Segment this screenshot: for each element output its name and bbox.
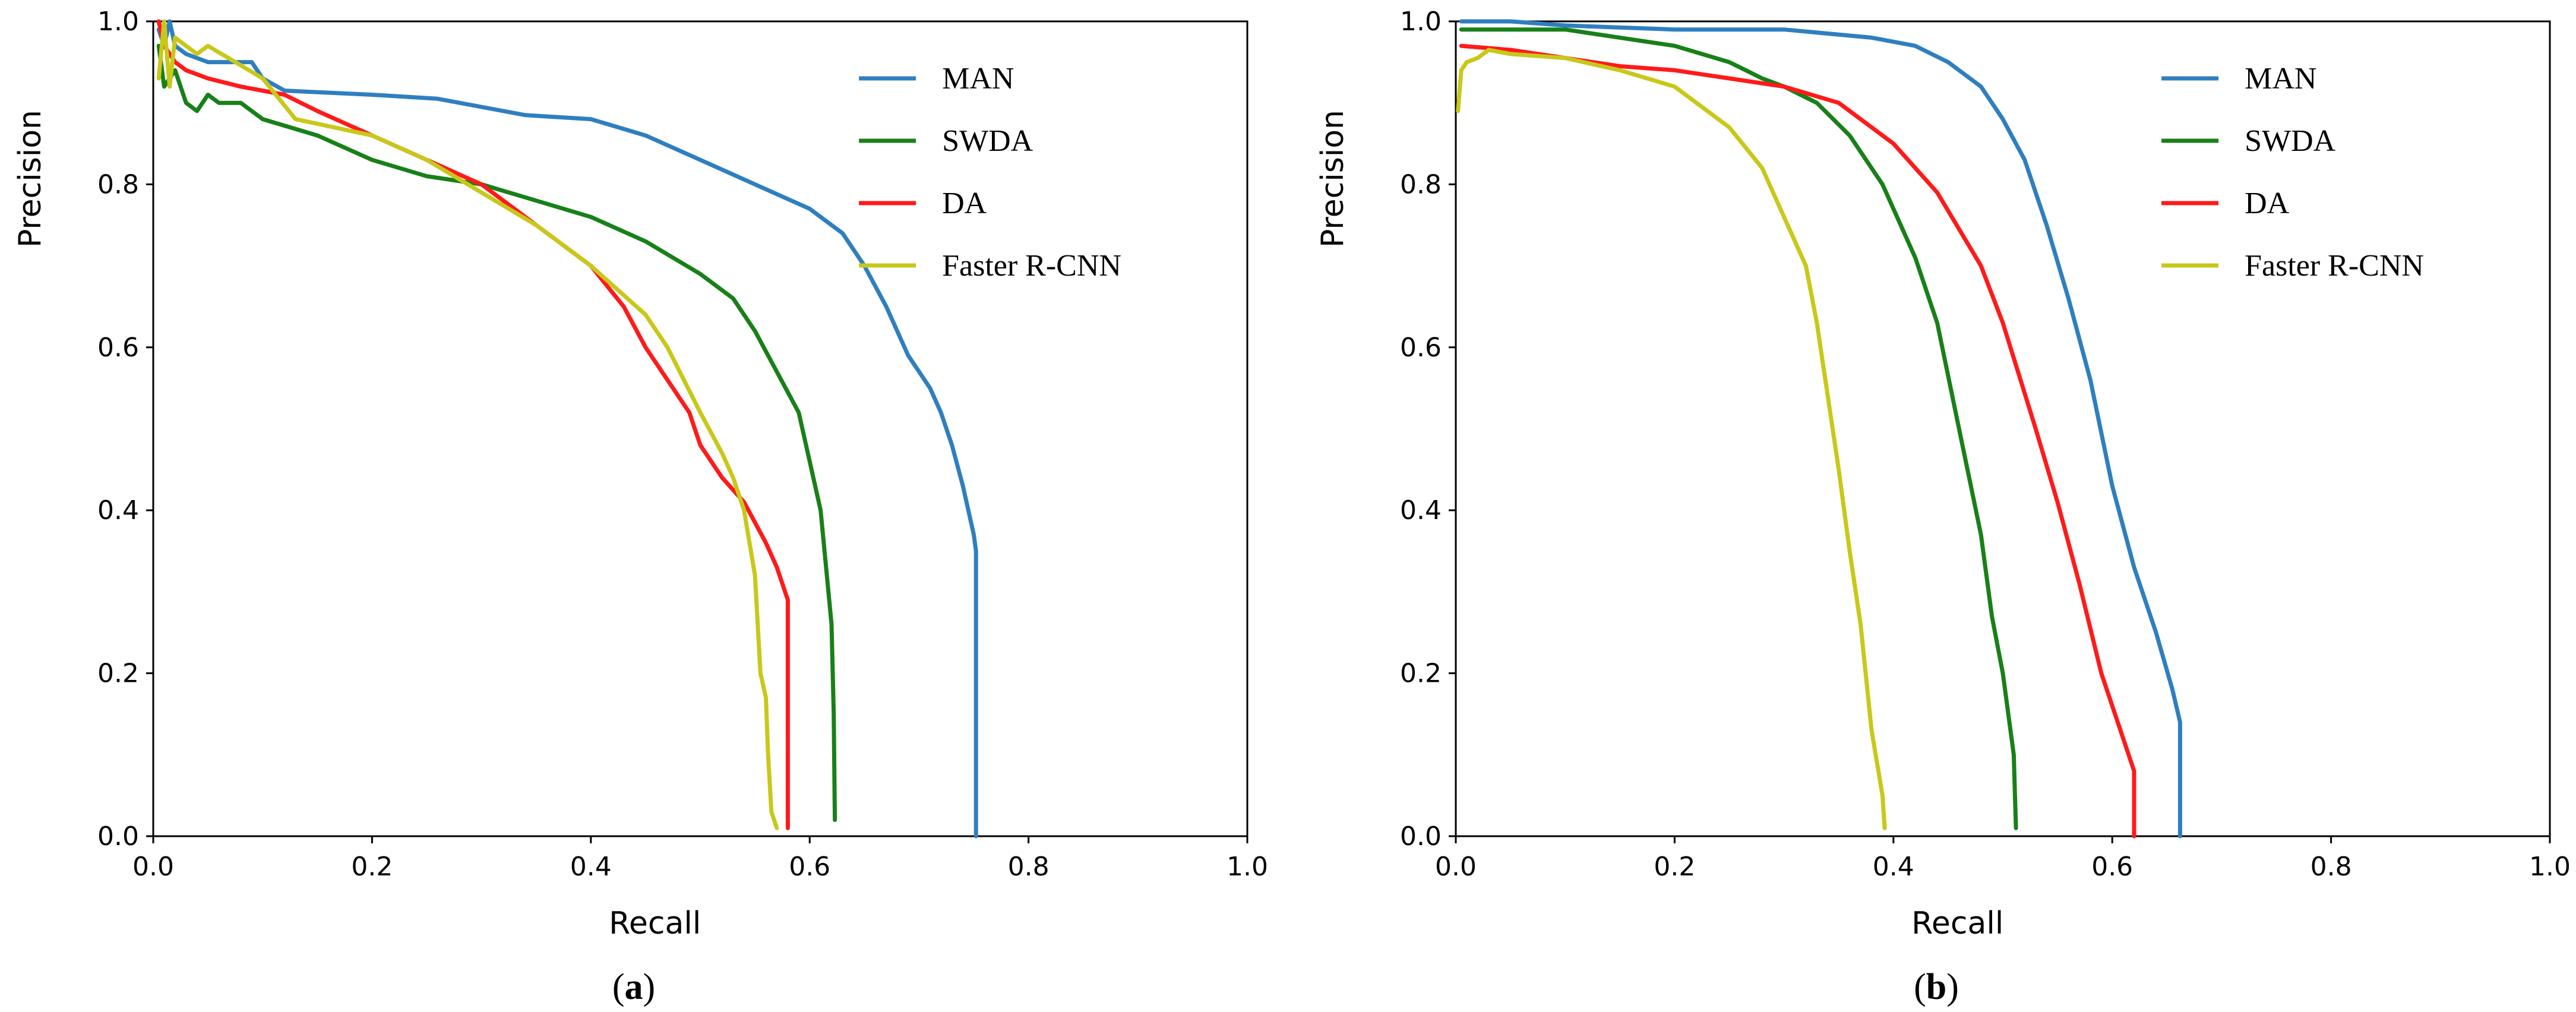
y-tick-label: 0.4: [97, 495, 139, 526]
series-line-da: [156, 19, 790, 830]
legend: MAN SWDA DA Faster R-CNN: [2161, 62, 2424, 283]
series-line-faster-r-cnn: [156, 19, 779, 830]
legend-label: MAN: [942, 62, 1014, 96]
x-tick-label: 0.4: [1873, 852, 1914, 882]
y-tick-label: 0.8: [1400, 169, 1442, 200]
y-tick-label: 1.0: [1400, 7, 1442, 37]
series-line-da: [1459, 43, 2136, 839]
caption-letter: a: [625, 967, 643, 1007]
y-tick-label: 0.8: [97, 169, 139, 200]
caption-open-paren: (: [1914, 967, 1926, 1007]
y-axis-label: Precision: [1315, 110, 1351, 248]
x-tick-label: 1.0: [2529, 852, 2571, 882]
x-tick-label: 0.2: [351, 852, 393, 882]
caption-open-paren: (: [612, 967, 625, 1007]
x-axis-label: Recall: [609, 906, 701, 941]
x-tick-label: 0.8: [2311, 852, 2352, 882]
legend-label: MAN: [2245, 62, 2316, 96]
chart-panel-a: 0.0 0.2 0.4 0.6 0.8 1.0 0.0 0.2 0.4 0.6 0.8 1.0 Reca…: [12, 7, 1268, 1007]
x-tick-label: 0.0: [132, 852, 174, 882]
x-tick-label: 0.2: [1654, 852, 1695, 882]
caption-letter: b: [1926, 967, 1946, 1007]
y-tick-label: 1.0: [97, 7, 139, 37]
x-tick-label: 0.0: [1435, 852, 1477, 882]
x-tick-label: 1.0: [1227, 852, 1268, 882]
chart-panel-b: 0.0 0.2 0.4 0.6 0.8 1.0 0.0 0.2 0.4 0.6 0.8 1.0 Reca…: [1315, 7, 2571, 1007]
legend-label: Faster R-CNN: [2245, 249, 2424, 283]
y-tick-label: 0.2: [1400, 659, 1442, 689]
legend-label: Faster R-CNN: [942, 249, 1121, 283]
caption-close-paren: ): [1946, 967, 1959, 1007]
plot-frame: [1455, 20, 2551, 837]
y-tick-label: 0.0: [1400, 821, 1442, 852]
panel-caption: (a): [612, 967, 655, 1007]
legend-label: SWDA: [2245, 124, 2336, 158]
series-line-faster-r-cnn: [1456, 48, 1887, 830]
legend-label: DA: [2245, 186, 2290, 220]
legend-label: SWDA: [942, 124, 1033, 158]
x-tick-label: 0.6: [2091, 852, 2133, 882]
y-tick-label: 0.6: [1400, 333, 1442, 363]
legend: MAN SWDA DA Faster R-CNN: [859, 62, 1121, 283]
series-line-man: [156, 19, 978, 839]
y-tick-label: 0.2: [97, 659, 139, 689]
y-tick-label: 0.4: [1400, 495, 1442, 526]
x-axis-label: Recall: [1911, 906, 2003, 941]
x-tick-label: 0.6: [789, 852, 830, 882]
y-axis-label: Precision: [12, 110, 48, 248]
caption-close-paren: ): [643, 967, 656, 1007]
x-tick-label: 0.8: [1008, 852, 1050, 882]
x-tick-label: 0.4: [570, 852, 612, 882]
plot-frame: [152, 20, 1249, 837]
legend-label: DA: [942, 186, 987, 220]
y-tick-label: 0.0: [97, 821, 139, 852]
series-line-swda: [156, 43, 837, 823]
y-tick-label: 0.6: [97, 333, 139, 363]
series-line-man: [1459, 19, 2182, 839]
panel-caption: (b): [1914, 967, 1959, 1007]
series-line-swda: [1459, 27, 2018, 830]
